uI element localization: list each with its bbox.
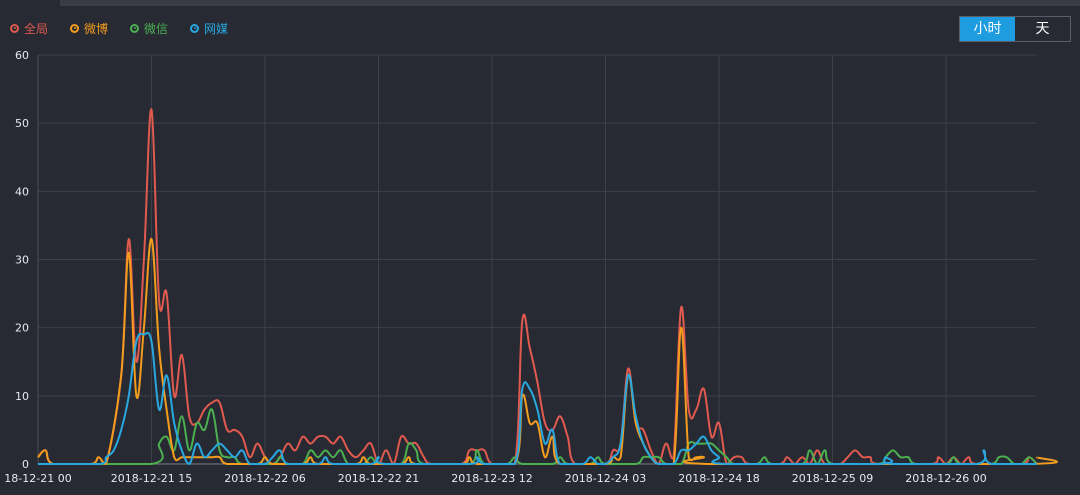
x-tick-label: 2018-12-24 03 [565, 472, 646, 485]
legend-label: 微博 [84, 21, 109, 36]
legend-item-wangmei[interactable]: 网媒 [190, 20, 228, 37]
legend-label: 网媒 [204, 21, 229, 36]
x-tick-label: 2018-12-26 00 [905, 472, 986, 485]
y-tick-label: 30 [15, 254, 29, 267]
y-tick-label: 60 [15, 49, 29, 62]
hour-toggle-button[interactable]: 小时 [960, 17, 1015, 41]
y-tick-label: 10 [15, 390, 29, 403]
legend-label: 全局 [24, 21, 49, 36]
x-tick-label: 2018-12-24 18 [678, 472, 759, 485]
series-line-2 [37, 408, 1038, 465]
y-tick-label: 40 [15, 185, 29, 198]
x-tick-label: 2018-12-22 21 [338, 472, 419, 485]
legend-item-quanju[interactable]: 全局 [10, 20, 48, 37]
day-toggle-button[interactable]: 天 [1035, 21, 1050, 37]
series-line-3 [37, 331, 1037, 466]
legend-item-weixin[interactable]: 微信 [130, 20, 168, 37]
x-tick-label: 2018-12-25 09 [792, 472, 873, 485]
x-tick-label: 18-12-21 00 [4, 472, 71, 485]
legend-marker-icon [10, 23, 19, 33]
legend-item-weibo[interactable]: 微博 [70, 20, 108, 37]
legend-label: 微信 [144, 21, 169, 36]
x-tick-label: 2018-12-23 12 [451, 472, 532, 485]
y-tick-label: 0 [22, 458, 29, 471]
chart-legend: 全局 微博 微信 网媒 [10, 18, 228, 38]
x-tick-label: 2018-12-22 06 [224, 472, 305, 485]
y-tick-label: 20 [15, 322, 29, 335]
legend-marker-icon [70, 23, 80, 33]
x-tick-label: 2018-12-21 15 [111, 472, 192, 485]
legend-marker-icon [130, 23, 140, 33]
granularity-toggle: 小时 天 [959, 16, 1071, 42]
legend-marker-icon [190, 23, 200, 33]
top-divider [60, 0, 1080, 6]
y-tick-label: 50 [15, 117, 29, 130]
